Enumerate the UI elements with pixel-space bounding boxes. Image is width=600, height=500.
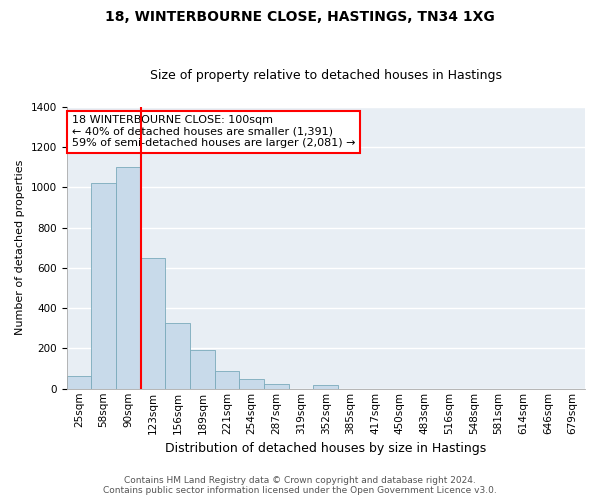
Bar: [264, 384, 289, 389]
Bar: [116, 167, 140, 389]
Bar: [313, 384, 338, 389]
Text: 18, WINTERBOURNE CLOSE, HASTINGS, TN34 1XG: 18, WINTERBOURNE CLOSE, HASTINGS, TN34 1…: [105, 10, 495, 24]
Text: 18 WINTERBOURNE CLOSE: 100sqm
← 40% of detached houses are smaller (1,391)
59% o: 18 WINTERBOURNE CLOSE: 100sqm ← 40% of d…: [72, 115, 355, 148]
Bar: [91, 184, 116, 389]
Y-axis label: Number of detached properties: Number of detached properties: [15, 160, 25, 336]
Title: Size of property relative to detached houses in Hastings: Size of property relative to detached ho…: [150, 69, 502, 82]
Bar: [67, 376, 91, 389]
X-axis label: Distribution of detached houses by size in Hastings: Distribution of detached houses by size …: [165, 442, 487, 455]
Bar: [215, 370, 239, 389]
Bar: [140, 258, 165, 389]
Bar: [239, 379, 264, 389]
Bar: [165, 324, 190, 389]
Bar: [190, 350, 215, 389]
Text: Contains HM Land Registry data © Crown copyright and database right 2024.
Contai: Contains HM Land Registry data © Crown c…: [103, 476, 497, 495]
